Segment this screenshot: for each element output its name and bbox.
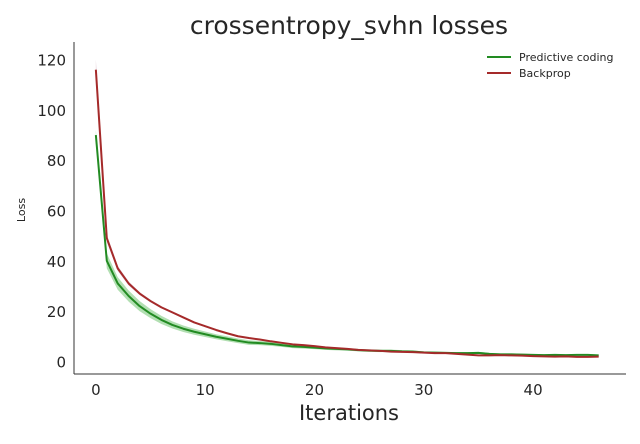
chart-title: crossentropy_svhn losses bbox=[190, 11, 508, 40]
y-tick-label: 0 bbox=[56, 353, 66, 371]
x-axis-label: Iterations bbox=[299, 401, 399, 425]
series-line-2 bbox=[94, 69, 599, 358]
legend: Predictive coding Backprop bbox=[487, 51, 614, 80]
y-tick-label: 120 bbox=[37, 52, 66, 70]
x-tick-label: 30 bbox=[414, 381, 433, 399]
y-tick-label: 40 bbox=[47, 253, 66, 271]
y-tick-label: 60 bbox=[47, 203, 66, 221]
series-lines bbox=[94, 69, 599, 358]
x-tick-label: 20 bbox=[305, 381, 324, 399]
y-tick-label: 20 bbox=[47, 303, 66, 321]
axes bbox=[73, 42, 626, 375]
series-band-1 bbox=[95, 130, 599, 357]
legend-label-1: Predictive coding bbox=[519, 51, 614, 64]
x-tick-label: 10 bbox=[196, 381, 215, 399]
y-tick-label: 100 bbox=[37, 102, 66, 120]
x-tick-label: 0 bbox=[91, 381, 101, 399]
x-tick-label: 40 bbox=[524, 381, 543, 399]
x-tick-labels: 0 10 20 30 40 bbox=[91, 381, 543, 399]
y-axis-label: Loss bbox=[15, 198, 28, 222]
legend-label-2: Backprop bbox=[519, 67, 571, 80]
y-tick-labels: 0 20 40 60 80 100 120 bbox=[37, 52, 66, 372]
y-tick-label: 80 bbox=[47, 152, 66, 170]
